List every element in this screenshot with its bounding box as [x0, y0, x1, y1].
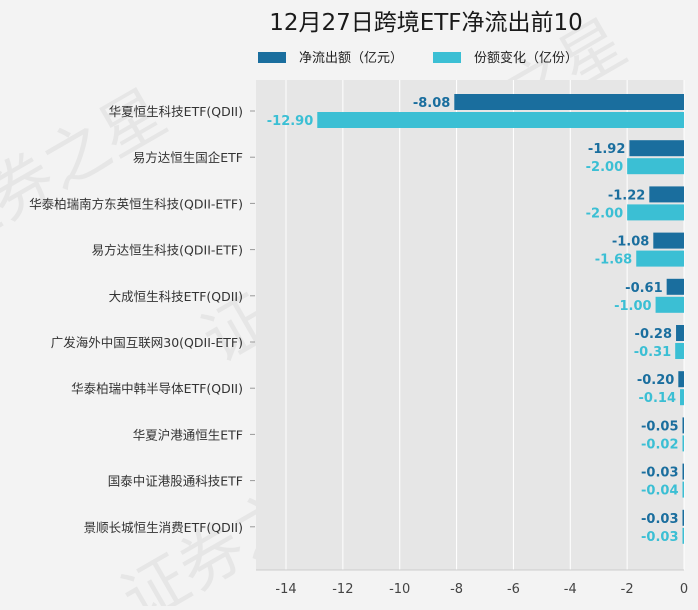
- x-tick-label: -8: [450, 582, 463, 597]
- grid-lines: [256, 80, 685, 571]
- data-labels: -8.08 -12.90 -1.92 -2.00 -1.22 -2.00 -1.08 -1.6…: [267, 96, 679, 545]
- legend-swatch: [258, 52, 286, 63]
- bar-share-change: [680, 389, 684, 406]
- bar-share-change: [675, 343, 684, 359]
- data-label: -0.20: [637, 373, 674, 388]
- category-label: 华夏恒生科技ETF(QDII): [109, 104, 243, 119]
- category-label: 华夏沪港通恒生ETF: [133, 427, 243, 442]
- data-label: -0.03: [641, 530, 678, 545]
- category-label: 易方达恒生国企ETF: [133, 150, 243, 165]
- legend-label: 净流出额（亿元）: [299, 51, 403, 66]
- data-label: -1.22: [608, 188, 645, 203]
- data-label: -1.68: [595, 253, 632, 268]
- legend: 净流出额（亿元） 份额变化（亿份）: [258, 50, 578, 66]
- data-label: -0.14: [639, 391, 676, 406]
- bar-net-outflow: [676, 325, 684, 341]
- category-label: 大成恒生科技ETF(QDII): [109, 289, 243, 304]
- chart-title: 12月27日跨境ETF净流出前10: [269, 10, 583, 36]
- category-label: 广发海外中国互联网30(QDII-ETF): [51, 335, 243, 350]
- legend-label: 份额变化（亿份）: [474, 50, 578, 66]
- category-label: 华泰柏瑞中韩半导体ETF(QDII): [71, 381, 243, 396]
- category-label: 华泰柏瑞南方东英恒生科技(QDII-ETF): [29, 196, 243, 211]
- bar-share-change: [636, 250, 684, 267]
- bar-net-outflow: [653, 232, 684, 249]
- data-label: -0.61: [625, 281, 662, 296]
- bar-share-change: [682, 527, 684, 544]
- x-tick-label: 0: [680, 582, 688, 597]
- bar-share-change: [627, 158, 684, 175]
- bar-net-outflow: [454, 94, 684, 110]
- bar-net-outflow: [682, 417, 684, 434]
- bar-share-change: [682, 481, 684, 498]
- category-labels: 华夏恒生科技ETF(QDII) 易方达恒生国企ETF 华泰柏瑞南方东英恒生科技(QD…: [29, 104, 255, 535]
- data-label: -0.02: [641, 437, 678, 452]
- x-tick-label: -14: [275, 582, 296, 597]
- bar-net-outflow: [682, 463, 684, 480]
- bar-share-change: [655, 296, 684, 313]
- bar-share-change: [317, 112, 684, 128]
- bar-share-change: [682, 435, 684, 452]
- data-label: -0.31: [634, 345, 671, 360]
- data-label: -0.04: [641, 484, 678, 499]
- data-label: -2.00: [586, 160, 623, 175]
- bar-net-outflow: [629, 140, 684, 157]
- x-tick-label: -12: [332, 582, 353, 597]
- bar-net-outflow: [666, 278, 684, 295]
- data-label: -12.90: [267, 114, 314, 129]
- x-tick-label: -6: [507, 582, 520, 597]
- x-tick-label: -4: [564, 582, 577, 597]
- x-tick-label: -2: [621, 582, 634, 597]
- data-label: -1.92: [588, 142, 625, 157]
- bar-net-outflow: [678, 371, 684, 388]
- bar-net-outflow: [682, 509, 684, 526]
- data-label: -0.03: [641, 512, 678, 527]
- bar-share-change: [627, 204, 684, 221]
- category-label: 易方达恒生科技(QDII-ETF): [92, 243, 243, 258]
- data-label: -2.00: [586, 206, 623, 221]
- x-axis-ticks: -14 -12 -10 -8 -6 -4 -2 0: [275, 582, 688, 597]
- data-label: -1.00: [614, 299, 651, 314]
- bar-net-outflow: [649, 186, 684, 203]
- data-label: -0.05: [641, 419, 678, 434]
- bars: [317, 94, 684, 544]
- data-label: -1.08: [612, 235, 649, 250]
- x-tick-label: -10: [389, 582, 410, 597]
- data-label: -8.08: [413, 96, 450, 111]
- legend-swatch: [433, 52, 461, 63]
- category-label: 景顺长城恒生消费ETF(QDII): [84, 520, 243, 535]
- data-label: -0.28: [635, 327, 672, 342]
- plot-area: [256, 80, 684, 570]
- data-label: -0.03: [641, 466, 678, 481]
- category-label: 国泰中证港股通科技ETF: [108, 474, 243, 489]
